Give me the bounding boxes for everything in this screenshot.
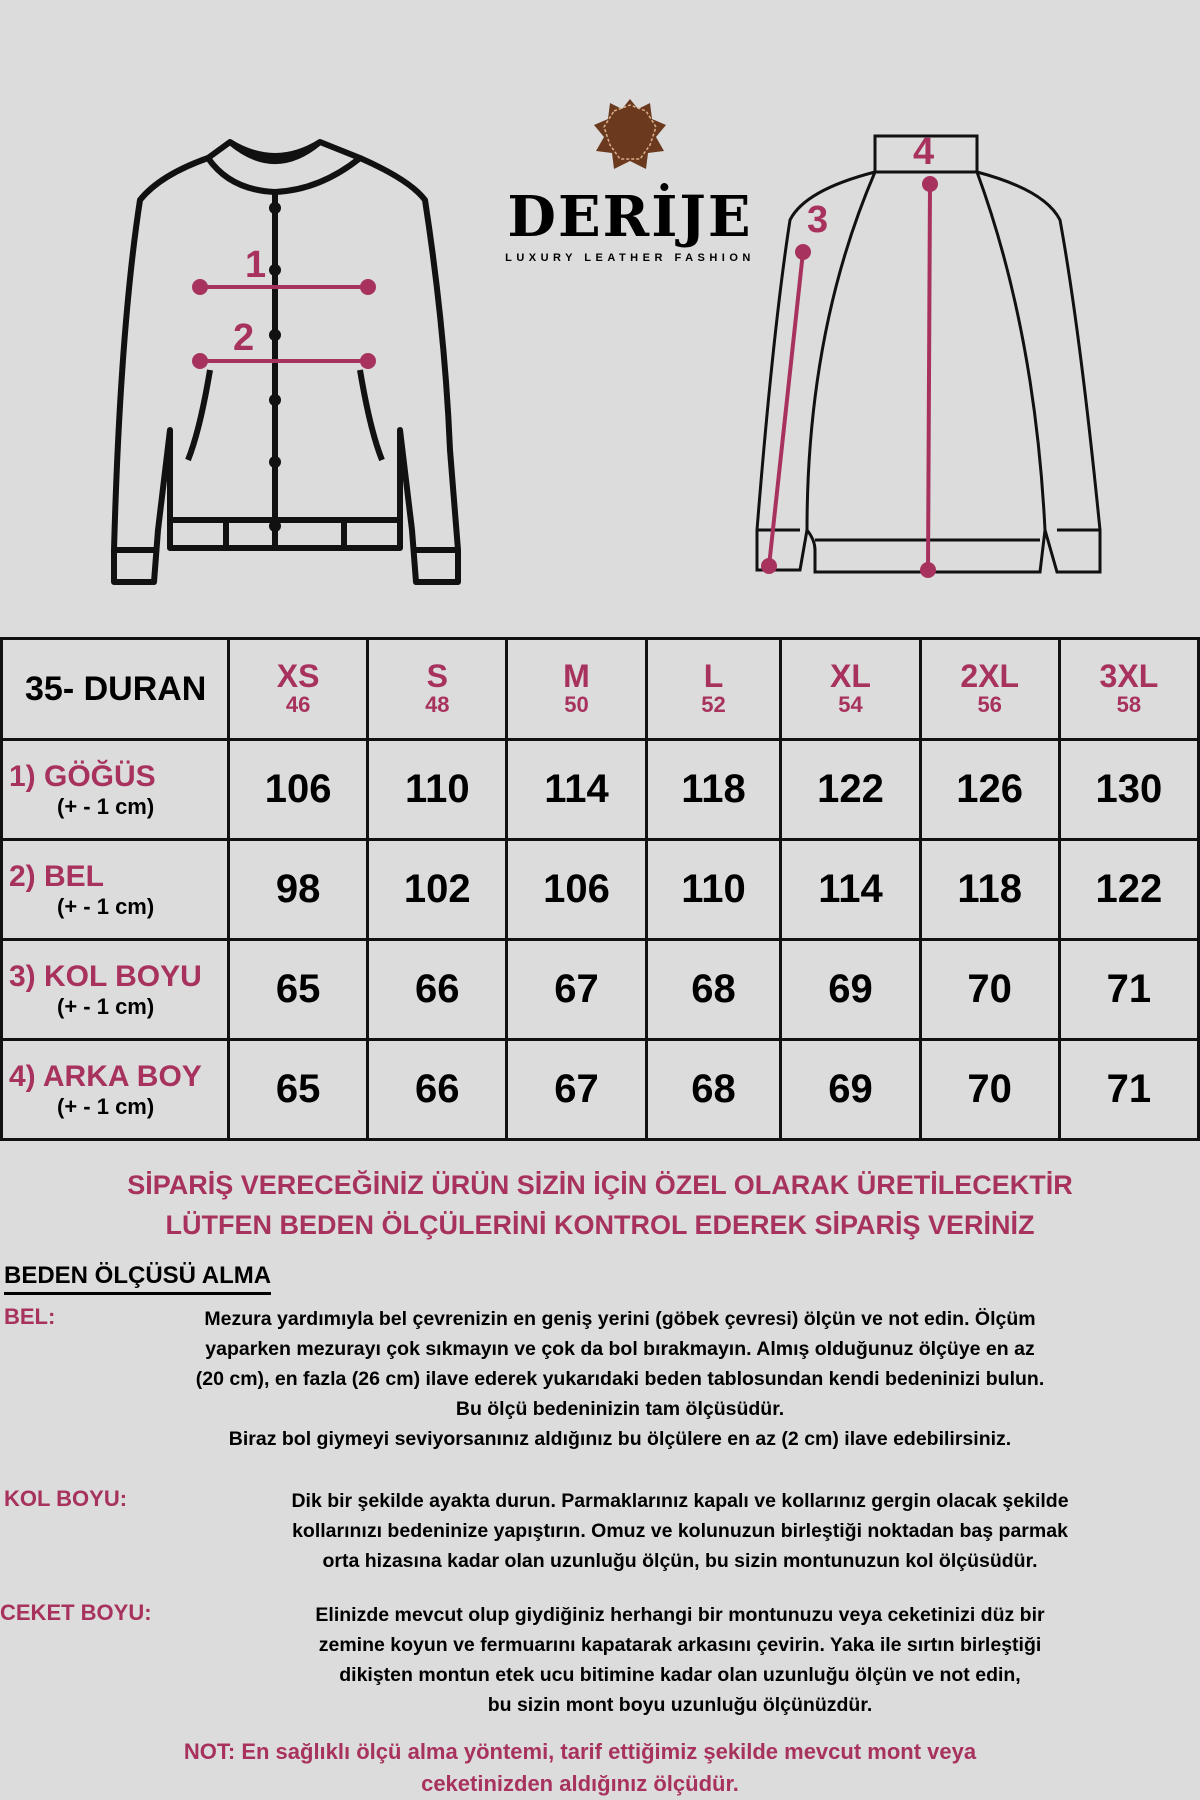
front-jacket-diagram: 1 2 (111, 139, 461, 585)
size-col-xl: XL 54 (779, 637, 922, 741)
table-cell: 102 (366, 838, 509, 941)
table-cell: 106 (505, 838, 648, 941)
table-row: 2) BEL (+ - 1 cm) 98 102 106 110 114 118 122 (0, 838, 1200, 941)
table-cell: 69 (779, 1038, 922, 1141)
size-table: 35- DURAN XS 46 S 48 M 50 L 52 XL 54 2XL 56 3X… (0, 637, 1200, 1141)
label-2: 2 (233, 317, 254, 359)
table-cell: 67 (505, 1038, 648, 1141)
kol-label: KOL BOYU: (4, 1486, 128, 1511)
bel-label: BEL: (4, 1304, 56, 1329)
table-cell: 69 (779, 938, 922, 1041)
brand-logo: DERİJE LUXURY LEATHER FASHION (500, 95, 760, 264)
label-1: 1 (245, 244, 266, 286)
bel-text: Mezura yardımıyla bel çevrenizin en geni… (195, 1308, 1045, 1450)
table-cell: 65 (226, 1038, 370, 1141)
table-cell: 130 (1057, 738, 1200, 841)
table-header-row: 35- DURAN XS 46 S 48 M 50 L 52 XL 54 2XL 56 3X… (0, 637, 1200, 741)
brand-tagline: LUXURY LEATHER FASHION (505, 252, 755, 264)
table-cell: 65 (226, 938, 370, 1041)
table-cell: 66 (366, 938, 509, 1041)
row-label: 4) ARKA BOY (+ - 1 cm) (0, 1038, 230, 1141)
table-row: 3) KOL BOYU (+ - 1 cm) 65 66 67 68 69 70 71 (0, 938, 1200, 1041)
table-cell: 71 (1057, 1038, 1200, 1141)
size-col-m: M 50 (505, 637, 648, 741)
size-col-2xl: 2XL 56 (918, 637, 1061, 741)
table-cell: 122 (779, 738, 922, 841)
table-cell: 110 (366, 738, 509, 841)
table-cell: 68 (644, 938, 783, 1041)
label-3: 3 (807, 199, 828, 241)
row-label: 2) BEL (+ - 1 cm) (0, 838, 230, 941)
ceket-label: CEKET BOYU: (0, 1600, 152, 1625)
model-name: 35- DURAN (0, 637, 230, 741)
table-cell: 122 (1057, 838, 1200, 941)
table-cell: 71 (1057, 938, 1200, 1041)
size-col-xs: XS 46 (226, 637, 370, 741)
brand-name: DERİJE (507, 184, 753, 250)
notice-line-1: SİPARİŞ VERECEĞİNİZ ÜRÜN SİZİN İÇİN ÖZEL… (127, 1170, 1073, 1200)
size-col-s: S 48 (366, 637, 509, 741)
table-cell: 70 (918, 1038, 1061, 1141)
table-cell: 118 (644, 738, 783, 841)
table-cell: 66 (366, 1038, 509, 1141)
row-label: 3) KOL BOYU (+ - 1 cm) (0, 938, 230, 1041)
row-label: 1) GÖĞÜS (+ - 1 cm) (0, 738, 230, 841)
table-row: 1) GÖĞÜS (+ - 1 cm) 106 110 114 118 122 126 130 (0, 738, 1200, 841)
size-col-l: L 52 (644, 637, 783, 741)
notice-line-2: LÜTFEN BEDEN ÖLÇÜLERİNİ KONTROL EDEREK S… (165, 1210, 1035, 1240)
table-row: 4) ARKA BOY (+ - 1 cm) 65 66 67 68 69 70 71 (0, 1038, 1200, 1141)
back-jacket-diagram: 3 4 (755, 131, 1102, 578)
note: NOT: En sağlıklı ölçü alma yöntemi, tari… (183, 1739, 977, 1796)
guide-title: BEDEN ÖLÇÜSÜ ALMA (4, 1262, 272, 1295)
label-4: 4 (913, 131, 934, 173)
table-cell: 67 (505, 938, 648, 1041)
table-cell: 118 (918, 838, 1061, 941)
table-cell: 114 (779, 838, 922, 941)
table-cell: 126 (918, 738, 1061, 841)
ceket-text: Elinizde mevcut olup giydiğiniz herhangi… (315, 1604, 1045, 1716)
table-cell: 110 (644, 838, 783, 941)
leather-hide-icon (594, 99, 666, 169)
kol-text: Dik bir şekilde ayakta durun. Parmakları… (291, 1490, 1069, 1572)
size-col-3xl: 3XL 58 (1057, 637, 1200, 741)
table-cell: 98 (226, 838, 370, 941)
table-cell: 70 (918, 938, 1061, 1041)
table-cell: 114 (505, 738, 648, 841)
table-cell: 68 (644, 1038, 783, 1141)
table-cell: 106 (226, 738, 370, 841)
